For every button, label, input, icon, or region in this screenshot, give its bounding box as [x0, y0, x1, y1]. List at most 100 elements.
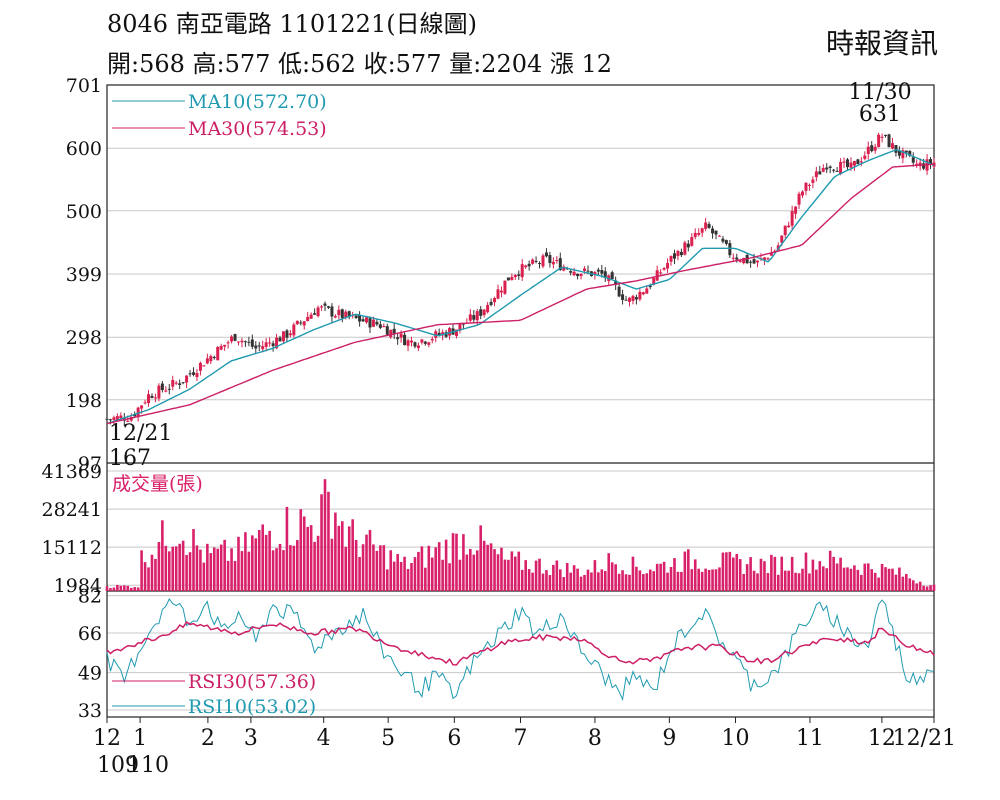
volume-bar [662, 561, 666, 591]
volume-bar [161, 520, 164, 591]
volume-bar [673, 558, 676, 591]
volume-bar [856, 569, 860, 591]
candle-body [807, 184, 811, 186]
candle-body [309, 314, 313, 319]
candle-body [219, 346, 223, 350]
candle-body [340, 309, 344, 319]
volume-bar [593, 560, 597, 591]
candle-body [856, 159, 860, 165]
candle-body [506, 277, 510, 281]
volume-bar [254, 538, 258, 591]
candle-body [413, 342, 417, 347]
x-axis-tick: 4 [317, 726, 331, 751]
volume-bar [302, 516, 306, 591]
volume-bar [583, 574, 586, 591]
candle-body [576, 273, 580, 277]
ma10-legend-label: MA10(572.70) [188, 91, 327, 113]
volume-bar [925, 586, 929, 591]
candle-body [126, 420, 130, 422]
volume-bar [147, 567, 150, 591]
high-value-label: 631 [859, 102, 901, 127]
candle-body [904, 150, 908, 153]
candle-body [157, 385, 161, 399]
volume-bar [586, 569, 590, 591]
volume-bar [832, 556, 835, 591]
volume-bar [448, 563, 451, 591]
candle-body [358, 315, 362, 322]
candle-body [742, 257, 746, 264]
volume-bar [437, 542, 441, 591]
candle-body [845, 159, 849, 168]
rsi30-line [106, 621, 935, 666]
volume-bar [527, 569, 531, 591]
candle-body [721, 238, 725, 242]
candle-body [299, 322, 303, 324]
candle-body [794, 206, 798, 214]
candle-body [593, 272, 597, 276]
volume-bar [808, 573, 811, 591]
candle-body [880, 136, 884, 138]
volume-bar [738, 559, 742, 591]
volume-bar [624, 574, 628, 591]
candle-body [195, 373, 199, 378]
candle-body [797, 193, 801, 205]
candle-body [752, 259, 756, 264]
rsi-axis-tick: 33 [78, 700, 102, 722]
candle-body [365, 317, 369, 323]
candle-body [257, 345, 261, 347]
volume-bar [891, 568, 894, 591]
candle-body [693, 232, 697, 238]
candle-body [641, 292, 645, 295]
volume-bar [825, 568, 829, 591]
volume-bar [257, 530, 261, 591]
candle-body [226, 342, 230, 344]
candle-body [212, 356, 216, 359]
candle-body [493, 298, 497, 303]
x-axis-tick: 11 [796, 726, 824, 751]
volume-bar [507, 559, 510, 591]
volume-bar [545, 570, 548, 591]
candle-body [780, 235, 784, 243]
price-axis-tick: 298 [66, 327, 102, 349]
volume-bar [659, 563, 662, 591]
candle-body [209, 356, 213, 362]
volume-bar [818, 561, 822, 591]
candle-body [724, 240, 728, 244]
volume-bar [413, 557, 417, 591]
volume-bar [503, 559, 507, 591]
candle-body [738, 260, 742, 262]
candle-body [728, 243, 732, 256]
candle-body [645, 288, 649, 294]
year-label-next: 110 [127, 753, 169, 778]
legends: MA10(572.70) MA30(574.53) 成交量(張) RSI30(57.3… [112, 91, 327, 718]
volume-bar [451, 533, 455, 591]
volume-bar [358, 556, 361, 591]
volume-bar [226, 560, 230, 591]
volume-bar [853, 565, 856, 591]
volume-bar [562, 577, 566, 591]
candle-body [621, 294, 625, 300]
candle-body [185, 375, 189, 383]
candle-body [278, 337, 282, 342]
volume-bar [206, 543, 209, 591]
candle-body [870, 145, 874, 152]
volume-bar [732, 557, 735, 591]
volume-bar [167, 551, 171, 591]
volume-bar [735, 553, 739, 591]
candle-body [908, 150, 912, 156]
volume-bar [334, 512, 337, 591]
candle-body [825, 167, 829, 170]
candle-body [929, 159, 933, 165]
volume-bar [292, 545, 296, 591]
candle-body [254, 345, 258, 349]
x-axis-tick: 1 [133, 726, 147, 751]
candle-body [205, 358, 209, 364]
volume-bar [763, 561, 766, 591]
volume-bar [749, 557, 752, 591]
volume-bar [157, 542, 161, 591]
candle-body [198, 362, 202, 371]
volume-bar [164, 545, 168, 591]
volume-bar [569, 572, 572, 591]
volume-bar [202, 562, 206, 591]
volume-bar [846, 567, 849, 591]
